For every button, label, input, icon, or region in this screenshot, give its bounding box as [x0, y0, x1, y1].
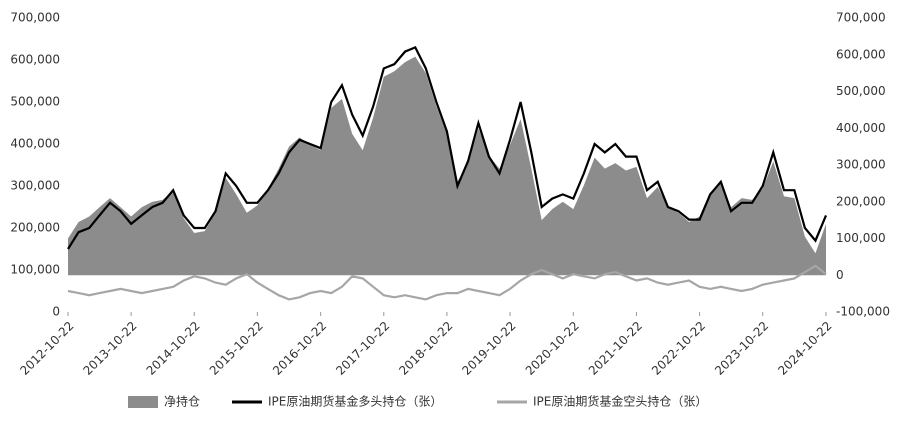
y-tick-label: 0	[52, 305, 60, 319]
y2-tick-label: 400,000	[836, 121, 886, 135]
net-area	[68, 56, 826, 276]
y-tick-label: 200,000	[10, 221, 60, 235]
legend-label: IPE原油期货基金多头持仓（张）	[268, 394, 442, 409]
y2-tick-label: 200,000	[836, 194, 886, 208]
x-tick-label: 2014-10-22	[144, 319, 203, 378]
y2-tick-label: 100,000	[836, 231, 886, 245]
x-tick-label: 2019-10-22	[459, 319, 518, 378]
x-tick-label: 2020-10-22	[523, 319, 582, 378]
x-tick-label: 2017-10-22	[333, 319, 392, 378]
x-tick-label: 2012-10-22	[17, 319, 76, 378]
series-line	[67, 45, 828, 250]
y-tick-label: 400,000	[10, 137, 60, 151]
y2-tick-label: 500,000	[836, 84, 886, 98]
y2-tick-label: 700,000	[836, 11, 886, 25]
y-tick-label: 100,000	[10, 263, 60, 277]
x-tick-label: 2016-10-22	[270, 319, 329, 378]
x-tick-label: 2024-10-22	[775, 319, 834, 378]
y2-tick-label: -100,000	[836, 305, 890, 319]
y-tick-label: 500,000	[10, 95, 60, 109]
y-tick-label: 600,000	[10, 53, 60, 67]
x-tick-label: 2015-10-22	[207, 319, 266, 378]
y2-tick-label: 600,000	[836, 47, 886, 61]
y-tick-label: 300,000	[10, 179, 60, 193]
y2-tick-label: 300,000	[836, 158, 886, 172]
x-tick-label: 2023-10-22	[712, 319, 771, 378]
y2-tick-label: 0	[836, 268, 844, 282]
legend-swatch	[128, 396, 158, 408]
series-line	[67, 264, 827, 301]
x-tick-label: 2013-10-22	[80, 319, 139, 378]
x-tick-label: 2018-10-22	[396, 319, 455, 378]
x-tick-label: 2022-10-22	[649, 319, 708, 378]
y-tick-label: 700,000	[10, 11, 60, 25]
x-tick-label: 2021-10-22	[586, 319, 645, 378]
legend-label: IPE原油期货基金空头持仓（张）	[533, 394, 707, 409]
legend-label: 净持仓	[164, 394, 200, 409]
